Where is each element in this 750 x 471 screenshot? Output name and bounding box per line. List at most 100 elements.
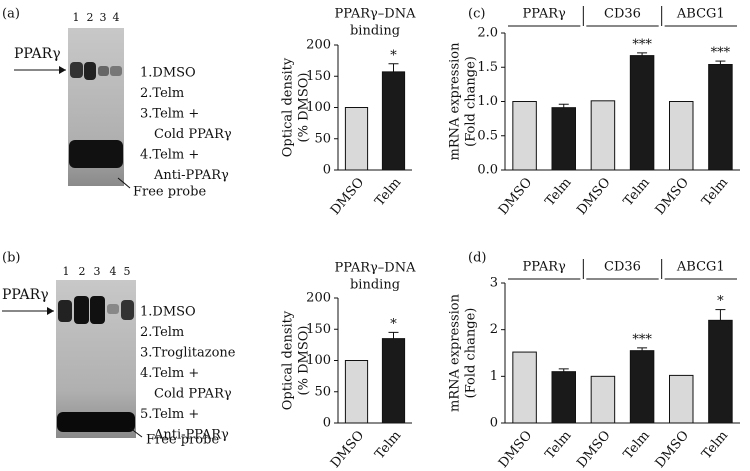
group-label: CD36 [604,260,641,275]
y-tick-label: 150 [306,322,331,337]
lane-label: 2 [79,265,86,278]
significance: *** [632,37,652,52]
chart-title: PPARγ–DNA [335,7,417,22]
bar [512,351,537,424]
y-tick-label: 0.5 [477,128,498,143]
bar [669,374,694,424]
legend-item: 5.Telm + [140,407,199,422]
bar [551,371,576,424]
legend-item: Anti-PPARγ [153,428,229,443]
x-tick-label: Telm [699,175,731,209]
gel-image [56,280,136,438]
x-tick-label: DMSO [574,175,613,218]
y-axis-label: mRNA expression [448,293,463,412]
panel-label: (c) [468,7,485,22]
legend-item: 4.Telm + [140,366,199,381]
bar [590,100,616,171]
legend-item: Anti-PPARγ [153,168,229,183]
x-tick-label: DMSO [653,428,692,471]
legend-item: 2.Telm [140,325,184,340]
group-label: ABCG1 [676,7,725,22]
arrow-head [47,307,54,315]
significance: * [717,294,724,309]
x-tick-label: DMSO [328,428,367,471]
probe-label: Free probe [133,185,206,200]
y-tick-label: 200 [306,38,331,53]
legend-item: Cold PPARγ [154,127,232,142]
legend-item: 3.Troglitazone [140,346,236,361]
y-tick-label: 0 [323,163,331,178]
significance: * [390,48,397,63]
x-tick-label: DMSO [574,428,613,471]
bar [669,101,694,171]
y-tick-label: 1.0 [477,94,498,109]
bar [381,71,406,171]
arrow [117,177,131,189]
lane-label: 3 [94,265,101,278]
panel-label: (b) [2,251,20,266]
y-tick-label: 100 [306,353,331,368]
bar [629,55,655,171]
lane-label: 5 [124,265,131,278]
probe-label: Free probe [146,433,219,448]
x-tick-label: Telm [372,175,404,209]
bar [708,64,733,171]
x-tick-label: Telm [372,428,404,462]
y-axis-label: (Fold change) [464,308,479,399]
legend-item: 1.DMSO [140,305,196,320]
bar [590,375,616,424]
x-tick-label: Telm [543,175,575,209]
legend-item: 2.Telm [140,86,184,101]
arrow-head [59,66,66,74]
x-tick-label: Telm [543,428,575,462]
lane-label: 3 [100,11,107,24]
lane-label: 4 [110,265,117,278]
panel-label: (d) [468,251,486,266]
y-tick-label: 50 [314,384,331,399]
y-tick-label: 0 [323,416,331,431]
y-tick-label: 0 [490,416,498,431]
chart-title: PPARγ–DNA [335,261,417,276]
bar [512,101,537,171]
y-axis-label: Optical density [281,57,296,157]
y-tick-label: 100 [306,100,331,115]
x-tick-label: DMSO [653,175,692,218]
x-tick-label: Telm [699,428,731,462]
y-tick-label: 2 [490,322,498,337]
group-label: CD36 [604,7,641,22]
band-label: PPARγ [2,287,49,303]
significance: * [390,317,397,332]
significance: *** [711,46,731,61]
bar [708,319,733,424]
chart-subtitle: binding [350,24,400,39]
chart-subtitle: binding [350,278,400,293]
lane-label: 1 [73,11,80,24]
y-axis-label: (% DMSO) [297,326,312,396]
y-tick-label: 1 [490,369,498,384]
lane-label: 2 [87,11,94,24]
y-axis-label: (% DMSO) [297,73,312,143]
legend-item: Cold PPARγ [154,387,232,402]
group-label: PPARγ [523,7,566,22]
x-tick-label: DMSO [328,175,367,218]
bar [344,107,369,171]
arrow [129,427,143,438]
band-label: PPARγ [14,46,61,62]
legend-item: 3.Telm + [140,107,199,122]
y-tick-label: 150 [306,69,331,84]
y-tick-label: 1.5 [477,60,498,75]
y-tick-label: 0.0 [477,163,498,178]
x-tick-label: Telm [621,428,653,462]
bar [551,107,576,171]
bar [629,350,655,424]
y-tick-label: 3 [490,276,498,291]
x-tick-label: Telm [621,175,653,209]
y-axis-label: mRNA expression [448,42,463,161]
bar [381,338,406,424]
significance: *** [632,332,652,347]
lane-label: 1 [63,265,70,278]
group-label: PPARγ [523,260,566,275]
legend-item: 1.DMSO [140,66,196,81]
y-tick-label: 200 [306,291,331,306]
